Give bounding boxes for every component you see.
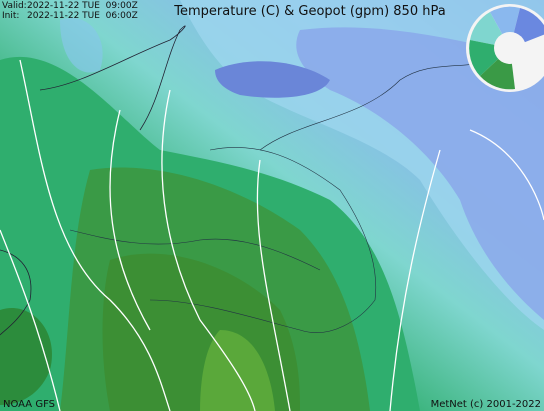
coastline xyxy=(39,25,186,131)
border xyxy=(69,229,321,271)
credit: MetNet (c) 2001-2022 xyxy=(431,399,541,410)
contours xyxy=(0,59,544,411)
contour-line xyxy=(0,229,61,411)
contour-line xyxy=(256,159,291,411)
coastline xyxy=(0,249,32,336)
contour-line xyxy=(469,129,544,221)
map-title: Temperature (C) & Geopot (gpm) 850 hPa xyxy=(173,4,445,19)
legend-center xyxy=(494,32,526,64)
temp-zone xyxy=(60,18,103,73)
contour-line xyxy=(161,89,256,411)
init-time: 2022-11-22 TUE 06:00Z xyxy=(27,11,138,21)
contour-line xyxy=(109,109,151,331)
border xyxy=(259,59,501,151)
init-label: Init: xyxy=(2,11,19,21)
temp-zone xyxy=(296,27,544,320)
contour-line xyxy=(19,59,171,411)
model-name: NOAA GFS xyxy=(3,399,55,410)
cold-spot xyxy=(215,61,330,98)
temp-zone xyxy=(200,330,275,411)
contour-line xyxy=(389,149,441,411)
valid-label: Valid: xyxy=(2,1,27,11)
color-legend xyxy=(466,4,544,92)
temp-zone xyxy=(0,308,52,405)
border xyxy=(149,147,377,333)
valid-time: 2022-11-22 TUE 09:00Z xyxy=(27,1,138,11)
